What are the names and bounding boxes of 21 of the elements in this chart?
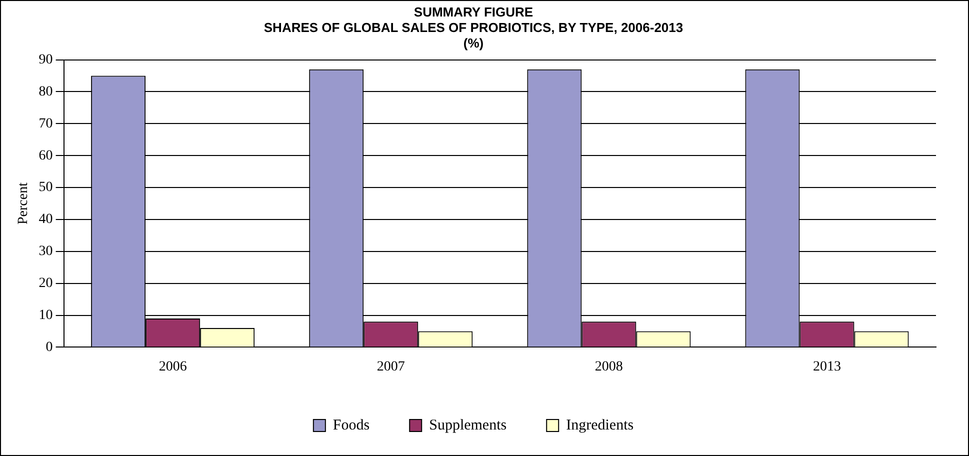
x-tick-label: 2006 [158, 359, 187, 374]
y-tick-label: 30 [38, 244, 53, 260]
legend-label: Supplements [429, 417, 507, 434]
y-tick-label: 10 [38, 308, 53, 323]
text: (%) [463, 36, 484, 51]
y-tick-label: 90 [38, 52, 53, 68]
y-tick-label: 70 [38, 116, 53, 132]
x-tick-label: 2008 [594, 359, 623, 374]
y-tick-label: 80 [38, 84, 53, 100]
x-tick-label: 2007 [376, 359, 405, 374]
y-axis-title: Percent [16, 182, 32, 224]
y-tick-label: 20 [38, 276, 53, 292]
y-tick-label: 50 [38, 180, 53, 196]
y-tick-label: 60 [38, 148, 53, 164]
text: SHARES OF GLOBAL SALES OF PROBIOTICS, BY TYPE, 2006-2013 [264, 20, 684, 35]
y-tick-label: 40 [38, 212, 53, 228]
legend-label: Ingredients [566, 417, 634, 434]
x-tick-label: 2013 [812, 359, 841, 374]
y-tick-label: 0 [46, 340, 53, 355]
legend-label: Foods [332, 417, 370, 434]
text: SUMMARY FIGURE [414, 4, 534, 20]
